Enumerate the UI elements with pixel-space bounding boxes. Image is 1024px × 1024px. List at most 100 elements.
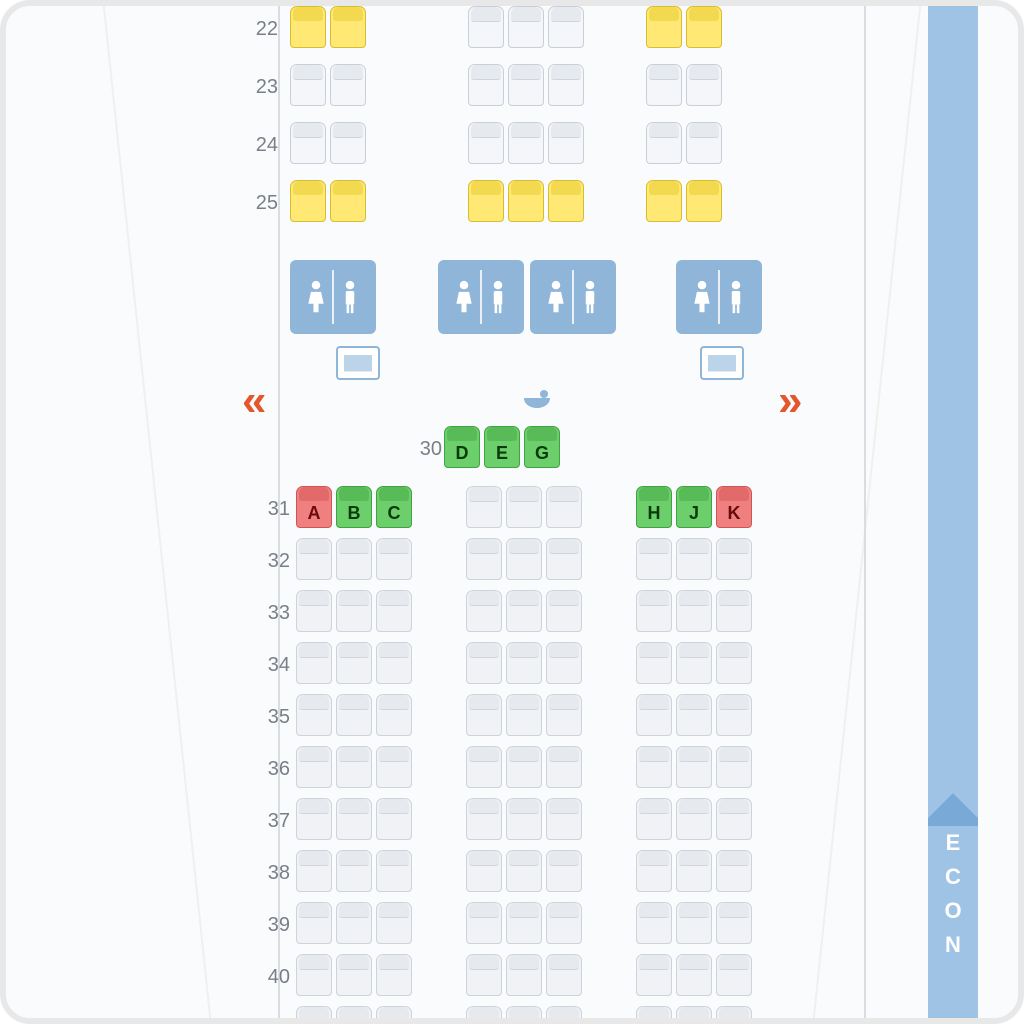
seat[interactable] — [290, 6, 326, 48]
seat[interactable] — [686, 180, 722, 222]
seat[interactable] — [296, 798, 332, 840]
seat[interactable] — [716, 902, 752, 944]
seat[interactable] — [546, 642, 582, 684]
seat[interactable] — [296, 590, 332, 632]
seat[interactable] — [376, 954, 412, 996]
seat[interactable] — [546, 590, 582, 632]
seat[interactable] — [506, 850, 542, 892]
seat[interactable] — [506, 642, 542, 684]
seat[interactable] — [336, 902, 372, 944]
seat[interactable] — [466, 538, 502, 580]
seat[interactable] — [686, 64, 722, 106]
seat[interactable] — [716, 642, 752, 684]
seat[interactable] — [676, 954, 712, 996]
seat[interactable] — [376, 642, 412, 684]
seat[interactable] — [646, 64, 682, 106]
seat[interactable] — [506, 486, 542, 528]
seat[interactable] — [466, 642, 502, 684]
seat[interactable]: B — [336, 486, 372, 528]
seat[interactable] — [646, 122, 682, 164]
seat[interactable] — [466, 1006, 502, 1024]
seat[interactable] — [290, 180, 326, 222]
seat[interactable] — [296, 642, 332, 684]
seat[interactable] — [296, 538, 332, 580]
seat[interactable] — [290, 122, 326, 164]
seat[interactable] — [506, 538, 542, 580]
seat[interactable]: H — [636, 486, 672, 528]
seat[interactable] — [546, 538, 582, 580]
seat[interactable] — [646, 6, 682, 48]
seat[interactable] — [508, 6, 544, 48]
seat[interactable] — [466, 850, 502, 892]
seat[interactable] — [508, 122, 544, 164]
seat[interactable] — [676, 590, 712, 632]
seat[interactable] — [466, 486, 502, 528]
seat[interactable] — [336, 642, 372, 684]
seat[interactable] — [546, 902, 582, 944]
seat[interactable] — [506, 590, 542, 632]
seat[interactable] — [508, 180, 544, 222]
seat[interactable] — [636, 746, 672, 788]
seat[interactable] — [548, 180, 584, 222]
seat[interactable]: C — [376, 486, 412, 528]
seat[interactable] — [336, 746, 372, 788]
seat[interactable] — [330, 122, 366, 164]
seat[interactable] — [546, 798, 582, 840]
seat[interactable] — [506, 902, 542, 944]
seat[interactable] — [296, 902, 332, 944]
seat[interactable] — [336, 1006, 372, 1024]
seat[interactable] — [376, 694, 412, 736]
seat[interactable] — [508, 64, 544, 106]
seat[interactable] — [636, 1006, 672, 1024]
seat[interactable] — [376, 902, 412, 944]
seat[interactable] — [546, 694, 582, 736]
seat[interactable] — [676, 746, 712, 788]
seat[interactable]: G — [524, 426, 560, 468]
seat[interactable] — [466, 694, 502, 736]
seat[interactable] — [506, 1006, 542, 1024]
seat[interactable] — [546, 1006, 582, 1024]
seat[interactable] — [548, 6, 584, 48]
seat[interactable]: J — [676, 486, 712, 528]
seat[interactable] — [296, 850, 332, 892]
seat[interactable] — [636, 902, 672, 944]
seat[interactable] — [716, 538, 752, 580]
seat[interactable] — [548, 64, 584, 106]
seat[interactable] — [330, 64, 366, 106]
seat[interactable] — [546, 850, 582, 892]
seat[interactable] — [716, 954, 752, 996]
seat[interactable] — [636, 538, 672, 580]
seat[interactable] — [466, 798, 502, 840]
seat[interactable]: A — [296, 486, 332, 528]
seat[interactable] — [686, 122, 722, 164]
seat[interactable] — [376, 538, 412, 580]
seat[interactable] — [548, 122, 584, 164]
seat[interactable] — [546, 486, 582, 528]
seat[interactable] — [676, 850, 712, 892]
seat[interactable] — [330, 6, 366, 48]
seat[interactable] — [336, 798, 372, 840]
seat[interactable] — [716, 1006, 752, 1024]
seat[interactable] — [336, 954, 372, 996]
seat[interactable] — [468, 122, 504, 164]
seat[interactable] — [676, 1006, 712, 1024]
seat[interactable] — [468, 6, 504, 48]
seat[interactable] — [636, 642, 672, 684]
seat[interactable] — [296, 954, 332, 996]
seat[interactable] — [376, 850, 412, 892]
seat[interactable] — [686, 6, 722, 48]
seat[interactable] — [376, 1006, 412, 1024]
seat[interactable] — [296, 694, 332, 736]
seat[interactable] — [376, 590, 412, 632]
seat[interactable] — [376, 746, 412, 788]
seat[interactable] — [676, 798, 712, 840]
seat[interactable] — [468, 180, 504, 222]
seat[interactable] — [336, 850, 372, 892]
seat[interactable] — [466, 746, 502, 788]
seat[interactable] — [676, 694, 712, 736]
seat[interactable] — [336, 590, 372, 632]
seat[interactable] — [716, 850, 752, 892]
seat[interactable]: K — [716, 486, 752, 528]
seat[interactable] — [636, 694, 672, 736]
seat[interactable] — [290, 64, 326, 106]
